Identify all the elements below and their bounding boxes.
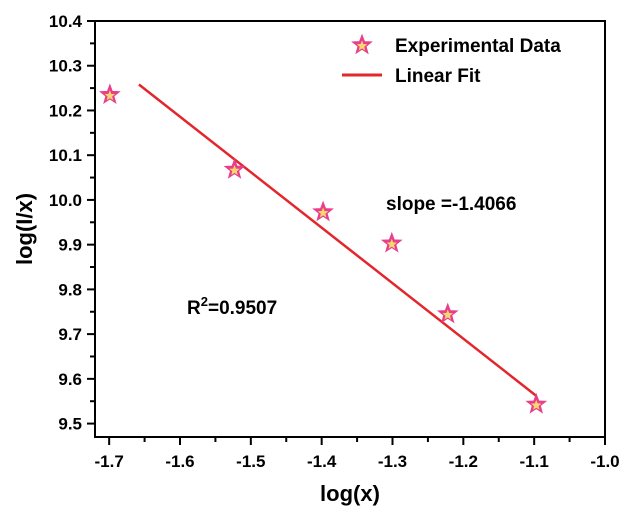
x-tick-label: -1.6 [165, 452, 194, 471]
y-tick-label: 10.3 [49, 57, 82, 76]
x-tick-label: -1.2 [449, 452, 478, 471]
data-point [525, 392, 548, 414]
legend: Experimental Data Linear Fit [342, 33, 561, 87]
x-tick-label: -1.4 [307, 452, 337, 471]
data-point-star-inner [531, 399, 542, 410]
x-axis-title: log(x) [320, 481, 380, 506]
data-point [99, 83, 121, 105]
legend-star-inner [356, 40, 368, 51]
x-tick-labels: -1.7 -1.6 -1.5 -1.4 -1.3 -1.2 -1.1 -1.0 [95, 452, 620, 471]
data-point [312, 200, 334, 222]
data-points-layer [99, 83, 548, 414]
y-tick-label: 10.1 [49, 146, 82, 165]
legend-label-linear-fit: Linear Fit [395, 66, 481, 87]
r-squared-prefix: R [187, 298, 201, 319]
x-tick-label: -1.0 [590, 452, 619, 471]
legend-star-icon [351, 33, 373, 55]
y-tick-label: 9.7 [58, 325, 82, 344]
slope-annotation: slope =-1.4066 [386, 194, 516, 215]
x-tick-label: -1.1 [520, 452, 549, 471]
data-point [223, 158, 246, 179]
x-tick-label: -1.7 [95, 452, 124, 471]
r-squared-superscript: 2 [201, 294, 208, 309]
fit-line-layer [138, 83, 538, 397]
fit-line [138, 83, 538, 397]
data-point-star-inner [229, 165, 240, 175]
y-tick-label: 10.2 [49, 101, 82, 120]
y-tick-label: 10.0 [49, 191, 82, 210]
data-point [380, 231, 403, 253]
x-tick-label: -1.5 [236, 452, 265, 471]
data-point-star-inner [442, 309, 453, 320]
y-axis-title: log(I/x) [12, 193, 37, 265]
r-squared-value: =0.9507 [208, 298, 277, 319]
y-tick-label: 9.5 [58, 415, 82, 434]
y-tick-label: 9.9 [58, 236, 82, 255]
axis-ticks [87, 20, 606, 445]
y-tick-label: 9.6 [58, 370, 82, 389]
legend-label-experimental: Experimental Data [395, 36, 561, 57]
data-point-star-inner [317, 207, 329, 218]
data-point-star-inner [386, 238, 398, 249]
x-tick-label: -1.3 [378, 452, 407, 471]
plot-frame [94, 20, 606, 438]
r-squared-annotation: R2=0.9507 [187, 294, 277, 319]
data-point [436, 302, 459, 324]
y-tick-label: 9.8 [58, 280, 82, 299]
y-tick-labels: 9.5 9.6 9.7 9.8 9.9 10.0 10.1 10.2 10.3 10.4 [49, 12, 83, 434]
data-point-star-inner [104, 90, 116, 101]
y-tick-label: 10.4 [49, 12, 83, 31]
